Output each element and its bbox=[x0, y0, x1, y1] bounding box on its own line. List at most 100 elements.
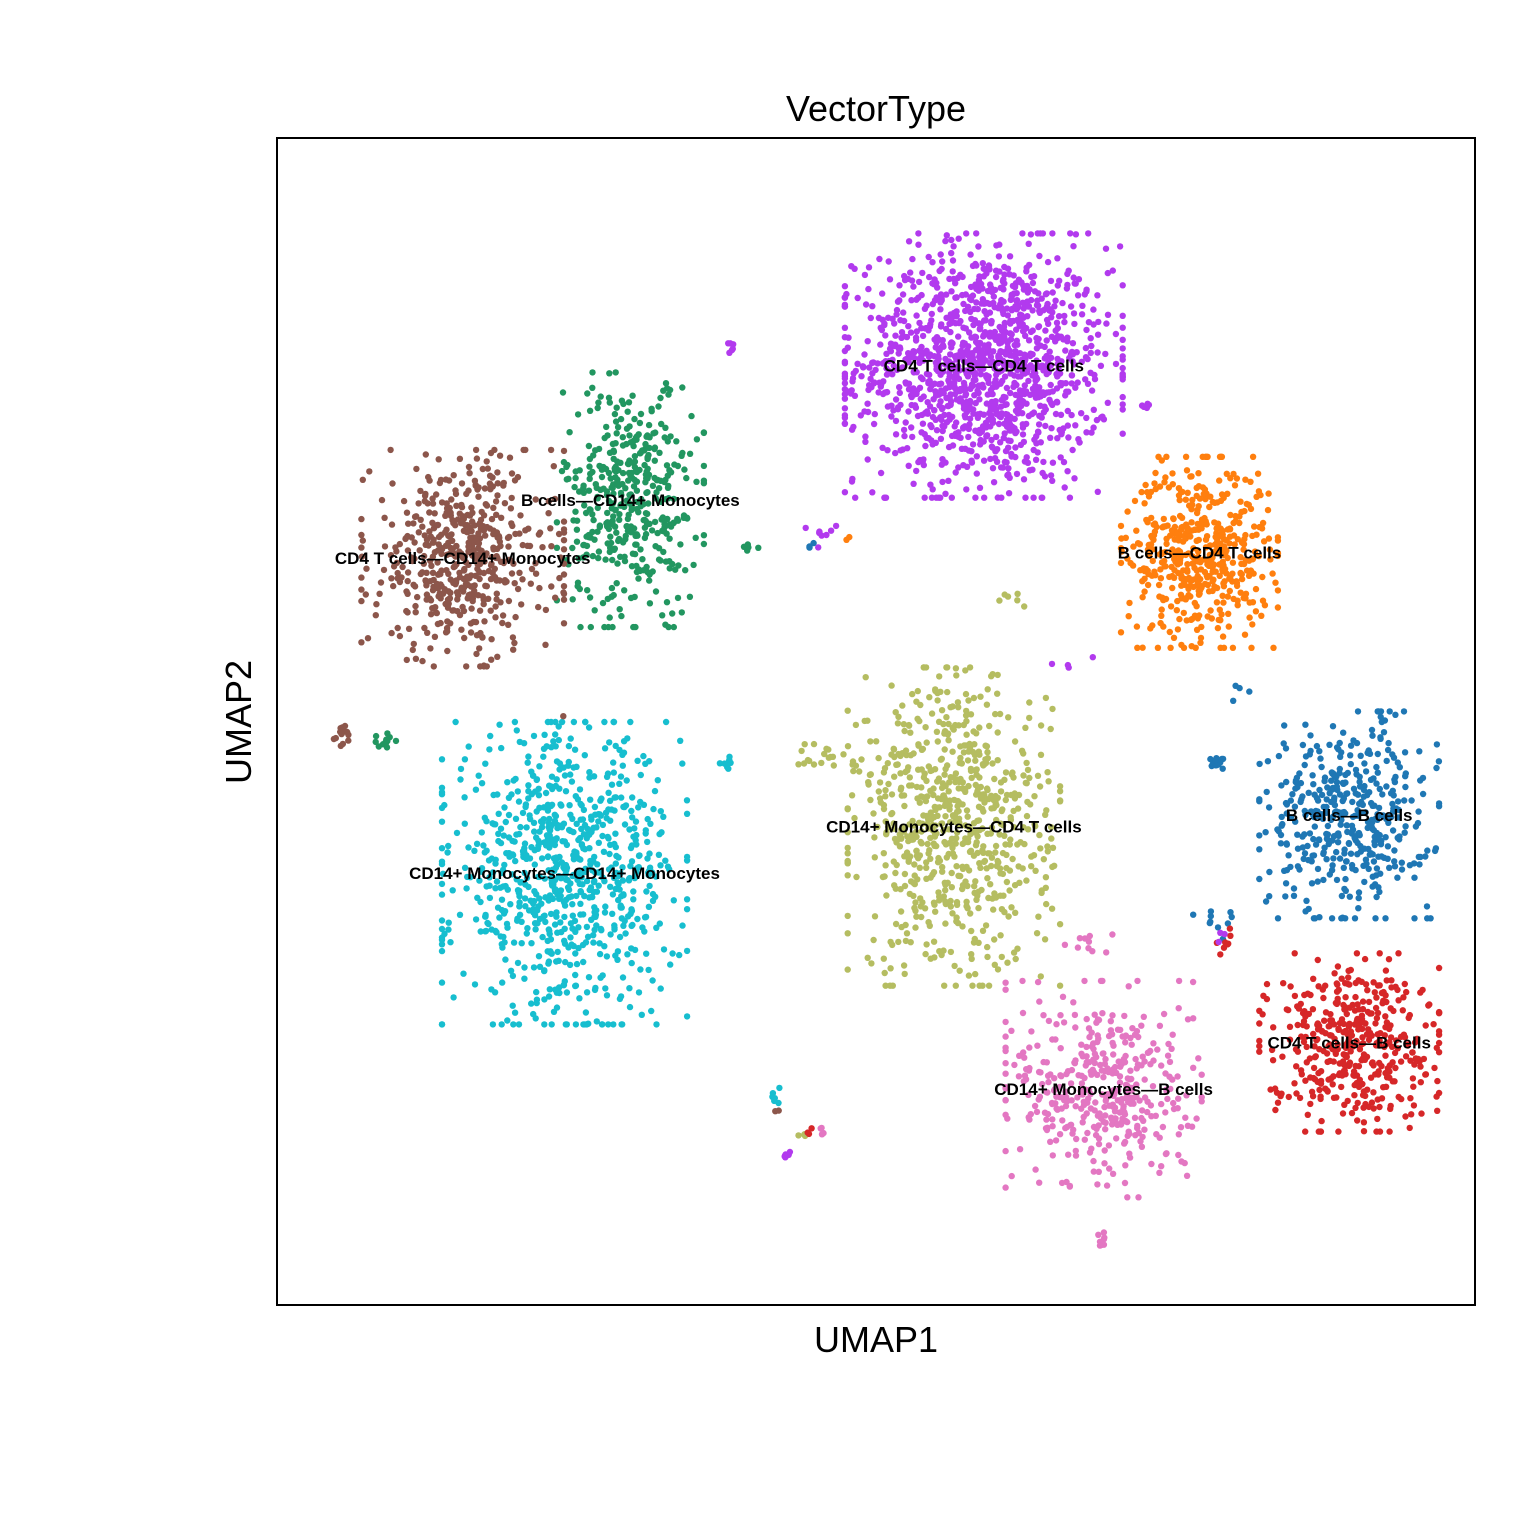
scatter-point bbox=[941, 746, 948, 753]
scatter-point bbox=[1189, 576, 1196, 583]
scatter-point bbox=[926, 371, 933, 378]
scatter-point bbox=[394, 624, 401, 632]
scatter-point bbox=[881, 320, 888, 327]
scatter-point bbox=[994, 966, 1002, 973]
scatter-point bbox=[966, 664, 974, 671]
scatter-point bbox=[505, 794, 513, 801]
scatter-point bbox=[1187, 533, 1194, 540]
scatter-point bbox=[612, 507, 619, 514]
scatter-point bbox=[984, 686, 991, 693]
scatter-point bbox=[1064, 468, 1071, 475]
scatter-point bbox=[900, 828, 908, 835]
scatter-point bbox=[566, 802, 573, 809]
scatter-point bbox=[952, 432, 959, 439]
scatter-point bbox=[1253, 531, 1260, 538]
scatter-point bbox=[651, 787, 659, 795]
scatter-point bbox=[456, 455, 464, 462]
scatter-point bbox=[1281, 722, 1288, 729]
scatter-point bbox=[1402, 823, 1409, 830]
scatter-point bbox=[559, 389, 567, 396]
scatter-point bbox=[626, 985, 633, 992]
scatter-point bbox=[1427, 915, 1434, 922]
scatter-point bbox=[610, 769, 617, 776]
scatter-point bbox=[1154, 644, 1162, 651]
scatter-point bbox=[606, 614, 613, 621]
scatter-point bbox=[643, 888, 650, 895]
scatter-point bbox=[932, 822, 939, 829]
scatter-point bbox=[1044, 769, 1051, 776]
scatter-point bbox=[896, 282, 903, 289]
scatter-point bbox=[580, 482, 587, 489]
scatter-point bbox=[581, 752, 588, 759]
scatter-point bbox=[938, 405, 946, 413]
scatter-point bbox=[607, 539, 615, 547]
scatter-point bbox=[1006, 271, 1013, 278]
scatter-point bbox=[458, 586, 465, 593]
scatter-point bbox=[1119, 430, 1126, 437]
scatter-point bbox=[1221, 565, 1229, 573]
scatter-point bbox=[1078, 311, 1086, 318]
scatter-point bbox=[909, 255, 916, 263]
scatter-point bbox=[995, 253, 1003, 260]
scatter-point bbox=[611, 924, 618, 932]
scatter-point bbox=[1197, 639, 1204, 646]
scatter-point bbox=[1216, 572, 1223, 580]
scatter-point bbox=[997, 788, 1005, 795]
scatter-point bbox=[984, 943, 991, 951]
scatter-point bbox=[618, 1021, 625, 1028]
scatter-point bbox=[988, 358, 996, 365]
scatter-point bbox=[1013, 470, 1021, 478]
scatter-point bbox=[1007, 791, 1015, 799]
scatter-point bbox=[1020, 438, 1028, 446]
scatter-point bbox=[677, 541, 684, 548]
scatter-point bbox=[628, 842, 636, 849]
scatter-point bbox=[947, 704, 954, 711]
scatter-point bbox=[938, 820, 946, 827]
scatter-point bbox=[1256, 832, 1263, 839]
scatter-point bbox=[992, 849, 999, 856]
scatter-point bbox=[364, 635, 372, 642]
scatter-point bbox=[411, 539, 418, 546]
scatter-point bbox=[1005, 444, 1012, 451]
scatter-point bbox=[1060, 1019, 1068, 1026]
scatter-point bbox=[1342, 858, 1350, 865]
scatter-point bbox=[981, 760, 988, 767]
scatter-point bbox=[607, 533, 614, 540]
scatter-point bbox=[1419, 790, 1427, 798]
scatter-point bbox=[915, 742, 922, 749]
scatter-point bbox=[1011, 1061, 1018, 1069]
scatter-point bbox=[1045, 389, 1053, 396]
scatter-point bbox=[635, 431, 642, 438]
scatter-point bbox=[555, 530, 563, 538]
scatter-point bbox=[844, 912, 851, 920]
scatter-point bbox=[1056, 1131, 1064, 1138]
scatter-point bbox=[1254, 470, 1262, 477]
scatter-point bbox=[496, 721, 503, 728]
scatter-point bbox=[1014, 366, 1021, 373]
scatter-point bbox=[1336, 855, 1344, 862]
scatter-point bbox=[626, 826, 633, 833]
scatter-point bbox=[568, 941, 575, 948]
scatter-point bbox=[429, 495, 436, 502]
scatter-point bbox=[918, 828, 925, 835]
scatter-point bbox=[967, 767, 975, 775]
scatter-point bbox=[861, 351, 868, 358]
scatter-point bbox=[478, 508, 485, 516]
scatter-point bbox=[920, 393, 927, 400]
scatter-point bbox=[1049, 309, 1056, 316]
scatter-point bbox=[917, 838, 924, 846]
scatter-point bbox=[1004, 472, 1011, 479]
scatter-point bbox=[1013, 326, 1020, 333]
scatter-point bbox=[438, 531, 445, 538]
scatter-point bbox=[880, 769, 888, 776]
scatter-point bbox=[1125, 613, 1132, 620]
scatter-point bbox=[1342, 915, 1349, 922]
scatter-point bbox=[1316, 914, 1323, 921]
scatter-point bbox=[884, 823, 892, 831]
scatter-point bbox=[852, 494, 859, 501]
scatter-point bbox=[1066, 494, 1074, 501]
scatter-point bbox=[502, 818, 509, 826]
scatter-point bbox=[1227, 475, 1234, 482]
scatter-point bbox=[979, 847, 986, 854]
scatter-point bbox=[983, 372, 990, 379]
